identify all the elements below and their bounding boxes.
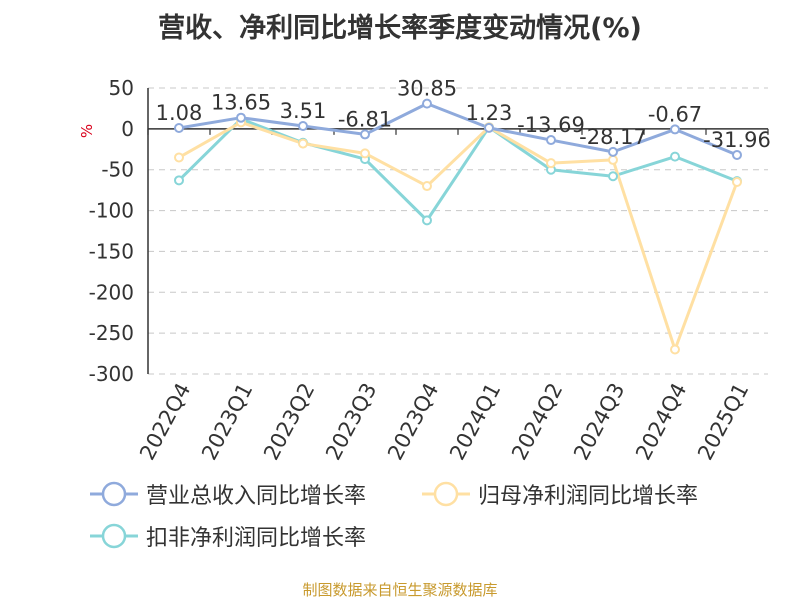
series-lines: [177, 102, 739, 351]
y-tick-label: -100: [89, 199, 134, 223]
legend-label: 扣非净利润同比增长率: [146, 526, 367, 551]
legend-item[interactable]: 营业总收入同比增长率: [88, 479, 366, 509]
data-point: [422, 181, 432, 192]
data-label: 13.65: [211, 91, 271, 115]
source-note: 制图数据来自恒生聚源数据库: [302, 581, 498, 599]
data-point: [732, 149, 742, 160]
x-tick-label: 2023Q2: [259, 379, 319, 464]
y-axis-label: %: [78, 124, 96, 138]
data-point: [546, 158, 556, 169]
series-line: [177, 117, 738, 222]
data-point: [174, 122, 184, 133]
chart-title: 营收、净利同比增长率季度变动情况(%): [158, 13, 642, 44]
data-label: 3.51: [280, 99, 327, 123]
y-tick-label: 0: [121, 117, 134, 141]
y-tick-label: -150: [89, 239, 134, 263]
data-label: 1.08: [156, 101, 203, 125]
data-point: [174, 152, 184, 163]
x-tick-label: 2023Q1: [197, 379, 257, 464]
legend-label: 营业总收入同比增长率: [146, 484, 367, 509]
x-tick-label: 2024Q3: [569, 379, 629, 464]
x-tick-label: 2023Q3: [321, 379, 381, 464]
data-point: [484, 122, 494, 133]
data-point: [732, 176, 742, 187]
y-tick-labels: 50 0 -50 -100 -150 -200 -250 -300: [89, 76, 134, 386]
data-label: -31.96: [703, 128, 771, 152]
data-point: [360, 129, 370, 140]
data-point: [670, 151, 680, 162]
x-tick-label: 2023Q4: [383, 379, 443, 464]
y-tick-label: -200: [89, 280, 134, 304]
data-point: [298, 120, 308, 131]
data-label: -13.69: [517, 113, 585, 137]
data-point: [422, 98, 432, 109]
series-line: [178, 120, 739, 351]
legend-swatch-icon: [90, 523, 138, 549]
legend-swatch-icon: [422, 481, 470, 507]
x-tick-label: 2025Q1: [693, 379, 753, 464]
x-tick-labels: 2022Q4 2023Q1 2023Q2 2023Q3 2023Q4 2024Q1 2024…: [135, 379, 753, 464]
grid-lines: [148, 87, 768, 375]
y-tick-label: 50: [109, 76, 134, 100]
data-label: -0.67: [648, 102, 702, 126]
data-label: 30.85: [397, 77, 457, 101]
x-tick-label: 2024Q4: [631, 379, 691, 464]
legend-item[interactable]: 扣非净利润同比增长率: [88, 521, 366, 551]
data-point: [608, 146, 618, 157]
data-point: [546, 135, 556, 146]
data-label: -6.81: [338, 107, 392, 131]
data-labels: 1.08 13.65 3.51 -6.8130.851.23-13.69-28.17-…: [156, 77, 771, 152]
data-label: 1.23: [466, 101, 513, 125]
data-point: [422, 215, 432, 226]
data-point: [174, 175, 184, 186]
data-point: [670, 124, 680, 135]
x-tick-label: 2024Q1: [445, 379, 505, 464]
legend-item[interactable]: 归母净利润同比增长率: [420, 479, 698, 509]
data-points: [174, 98, 742, 355]
legend-label: 归母净利润同比增长率: [478, 484, 699, 509]
legend-swatch-icon: [90, 481, 138, 507]
data-point: [670, 344, 680, 355]
y-tick-label: -50: [101, 158, 134, 182]
x-tick-label: 2024Q2: [507, 379, 567, 464]
data-label: -28.17: [579, 125, 647, 149]
series-line: [178, 102, 738, 157]
y-tick-label: -250: [89, 321, 134, 345]
y-tick-label: -300: [89, 362, 134, 386]
data-point: [608, 171, 618, 182]
data-point: [236, 112, 246, 123]
data-point: [298, 138, 308, 149]
x-tick-label: 2022Q4: [135, 379, 195, 464]
data-point: [608, 154, 618, 165]
data-point: [360, 148, 370, 159]
